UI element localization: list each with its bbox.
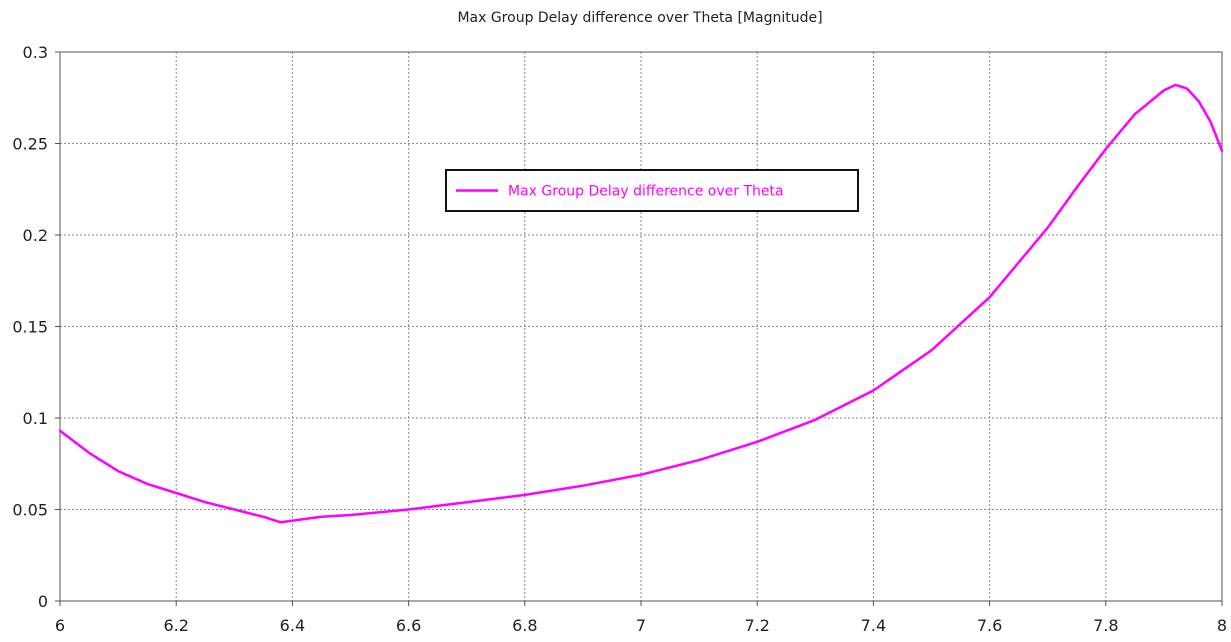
y-tick-label: 0.2 (23, 226, 48, 245)
legend: Max Group Delay difference over Theta (445, 169, 859, 212)
x-tick-label: 6.8 (512, 616, 537, 635)
legend-box (445, 169, 859, 212)
x-tick-label: 7.8 (1093, 616, 1118, 635)
x-tick-label: 7.2 (744, 616, 769, 635)
x-axis: 6 6.2 6.4 6.6 6.8 7 7.2 7.4 7.6 7.8 8 (55, 601, 1227, 635)
x-tick-label: 7 (636, 616, 646, 635)
y-tick-label: 0.05 (12, 501, 48, 520)
x-tick-label: 6.4 (280, 616, 305, 635)
x-tick-label: 7.4 (861, 616, 886, 635)
y-tick-label: 0.15 (12, 318, 48, 337)
x-tick-label: 8 (1217, 616, 1227, 635)
x-tick-label: 6 (55, 616, 65, 635)
y-tick-label: 0.25 (12, 135, 48, 154)
series-line (58, 83, 1224, 524)
grid-lines (60, 52, 1222, 601)
legend-label: Max Group Delay difference over Theta (508, 184, 784, 200)
series-layer (58, 83, 1224, 524)
y-tick-label: 0.1 (23, 409, 48, 428)
chart-title: Max Group Delay difference over Theta [M… (457, 10, 822, 26)
y-tick-label: 0.3 (23, 43, 48, 62)
x-tick-label: 6.6 (396, 616, 421, 635)
x-tick-label: 7.6 (977, 616, 1002, 635)
y-tick-label: 0 (38, 592, 48, 611)
x-tick-label: 6.2 (163, 616, 188, 635)
y-axis: 0 0.05 0.1 0.15 0.2 0.25 0.3 (12, 43, 60, 611)
